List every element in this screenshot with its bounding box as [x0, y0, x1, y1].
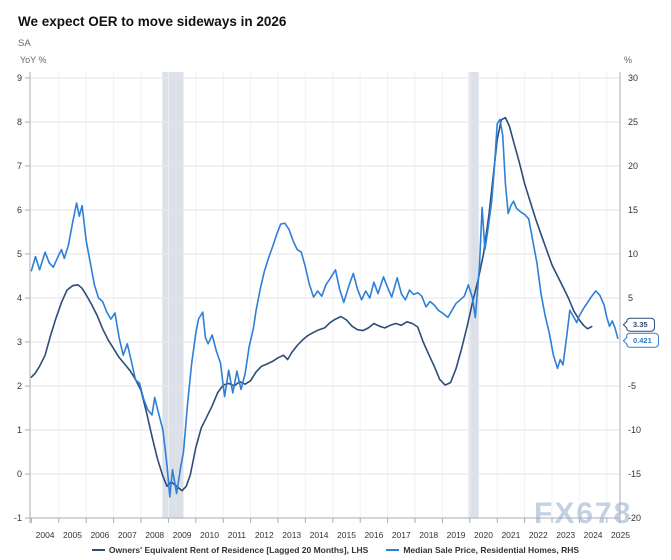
x-axis-tick-label: 2023 — [556, 530, 575, 540]
legend: Owners' Equivalent Rent of Residence [La… — [0, 545, 671, 555]
right-axis-tick-label: 5 — [628, 293, 633, 303]
x-axis-tick-label: 2021 — [501, 530, 520, 540]
right-axis-tick-label: 10 — [628, 249, 638, 259]
right-axis-tick-label: -20 — [628, 513, 641, 523]
chart-title: We expect OER to move sideways in 2026 — [18, 14, 287, 29]
oer-legend-dash-icon — [91, 548, 105, 552]
oer-series-line — [30, 116, 593, 492]
median-sale-price-legend-label: Median Sale Price, Residential Homes, RH… — [403, 545, 580, 555]
x-axis-tick-label: 2019 — [447, 530, 466, 540]
x-axis-tick-label: 2017 — [392, 530, 411, 540]
left-axis-tick-label: 1 — [17, 425, 22, 435]
x-axis-tick-label: 2005 — [63, 530, 82, 540]
oer-legend-label: Owners' Equivalent Rent of Residence [La… — [108, 545, 369, 555]
right-axis-tick-label: 30 — [628, 73, 638, 83]
right-axis-unit-label: % — [624, 55, 633, 65]
x-axis-tick-label: 2025 — [611, 530, 630, 540]
right-axis-tick-label: 20 — [628, 161, 638, 171]
x-axis-tick-label: 2007 — [118, 530, 137, 540]
left-axis-unit-label: YoY % — [20, 55, 47, 65]
x-axis-tick-label: 2022 — [529, 530, 548, 540]
right-axis-tick-label: -15 — [628, 469, 641, 479]
x-axis-tick-label: 2014 — [310, 530, 329, 540]
left-axis-tick-label: 8 — [17, 117, 22, 127]
legend-item-median-sale-price[interactable]: Median Sale Price, Residential Homes, RH… — [386, 545, 579, 555]
median-sale-price-last-value-callout: 0.421 — [622, 333, 659, 348]
median-sale-price-series-line — [30, 118, 619, 498]
x-axis-tick-label: 2012 — [255, 530, 274, 540]
left-axis-tick-label: 9 — [17, 73, 22, 83]
left-axis-tick-label: 4 — [17, 293, 22, 303]
x-axis-tick-label: 2010 — [200, 530, 219, 540]
recession-band — [162, 72, 184, 518]
left-axis-tick-label: 0 — [17, 469, 22, 479]
x-axis-tick-label: 2018 — [419, 530, 438, 540]
left-axis-tick-label: 7 — [17, 161, 22, 171]
watermark: FX678 — [534, 497, 633, 530]
right-axis-tick-label: -5 — [628, 381, 636, 391]
chart-subtitle: SA — [18, 38, 31, 49]
left-axis-tick-label: 2 — [17, 381, 22, 391]
right-axis-tick-label: 15 — [628, 205, 638, 215]
median-sale-price-legend-dash-icon — [386, 548, 400, 552]
x-axis-tick-label: 2006 — [90, 530, 109, 540]
right-axis-tick-label: -10 — [628, 425, 641, 435]
oer-last-value-callout: 3.35 — [622, 317, 655, 332]
left-axis-tick-label: 5 — [17, 249, 22, 259]
x-axis-tick-label: 2015 — [337, 530, 356, 540]
x-axis-tick-label: 2011 — [228, 530, 247, 540]
x-axis-tick-label: 2004 — [36, 530, 55, 540]
left-axis-tick-label: 6 — [17, 205, 22, 215]
x-axis-tick-label: 2013 — [282, 530, 301, 540]
x-axis-tick-label: 2020 — [474, 530, 493, 540]
left-axis-tick-label: 3 — [17, 337, 22, 347]
left-axis-tick-label: -1 — [14, 513, 22, 523]
x-axis-tick-label: 2009 — [173, 530, 192, 540]
legend-item-oer[interactable]: Owners' Equivalent Rent of Residence [La… — [91, 545, 369, 555]
oer-last-value: 3.35 — [633, 319, 648, 329]
median-sale-price-last-value: 0.421 — [633, 335, 652, 345]
right-axis-tick-label: 25 — [628, 117, 638, 127]
x-axis-tick-label: 2008 — [145, 530, 164, 540]
x-axis-tick-label: 2024 — [584, 530, 603, 540]
x-axis-tick-label: 2016 — [364, 530, 383, 540]
